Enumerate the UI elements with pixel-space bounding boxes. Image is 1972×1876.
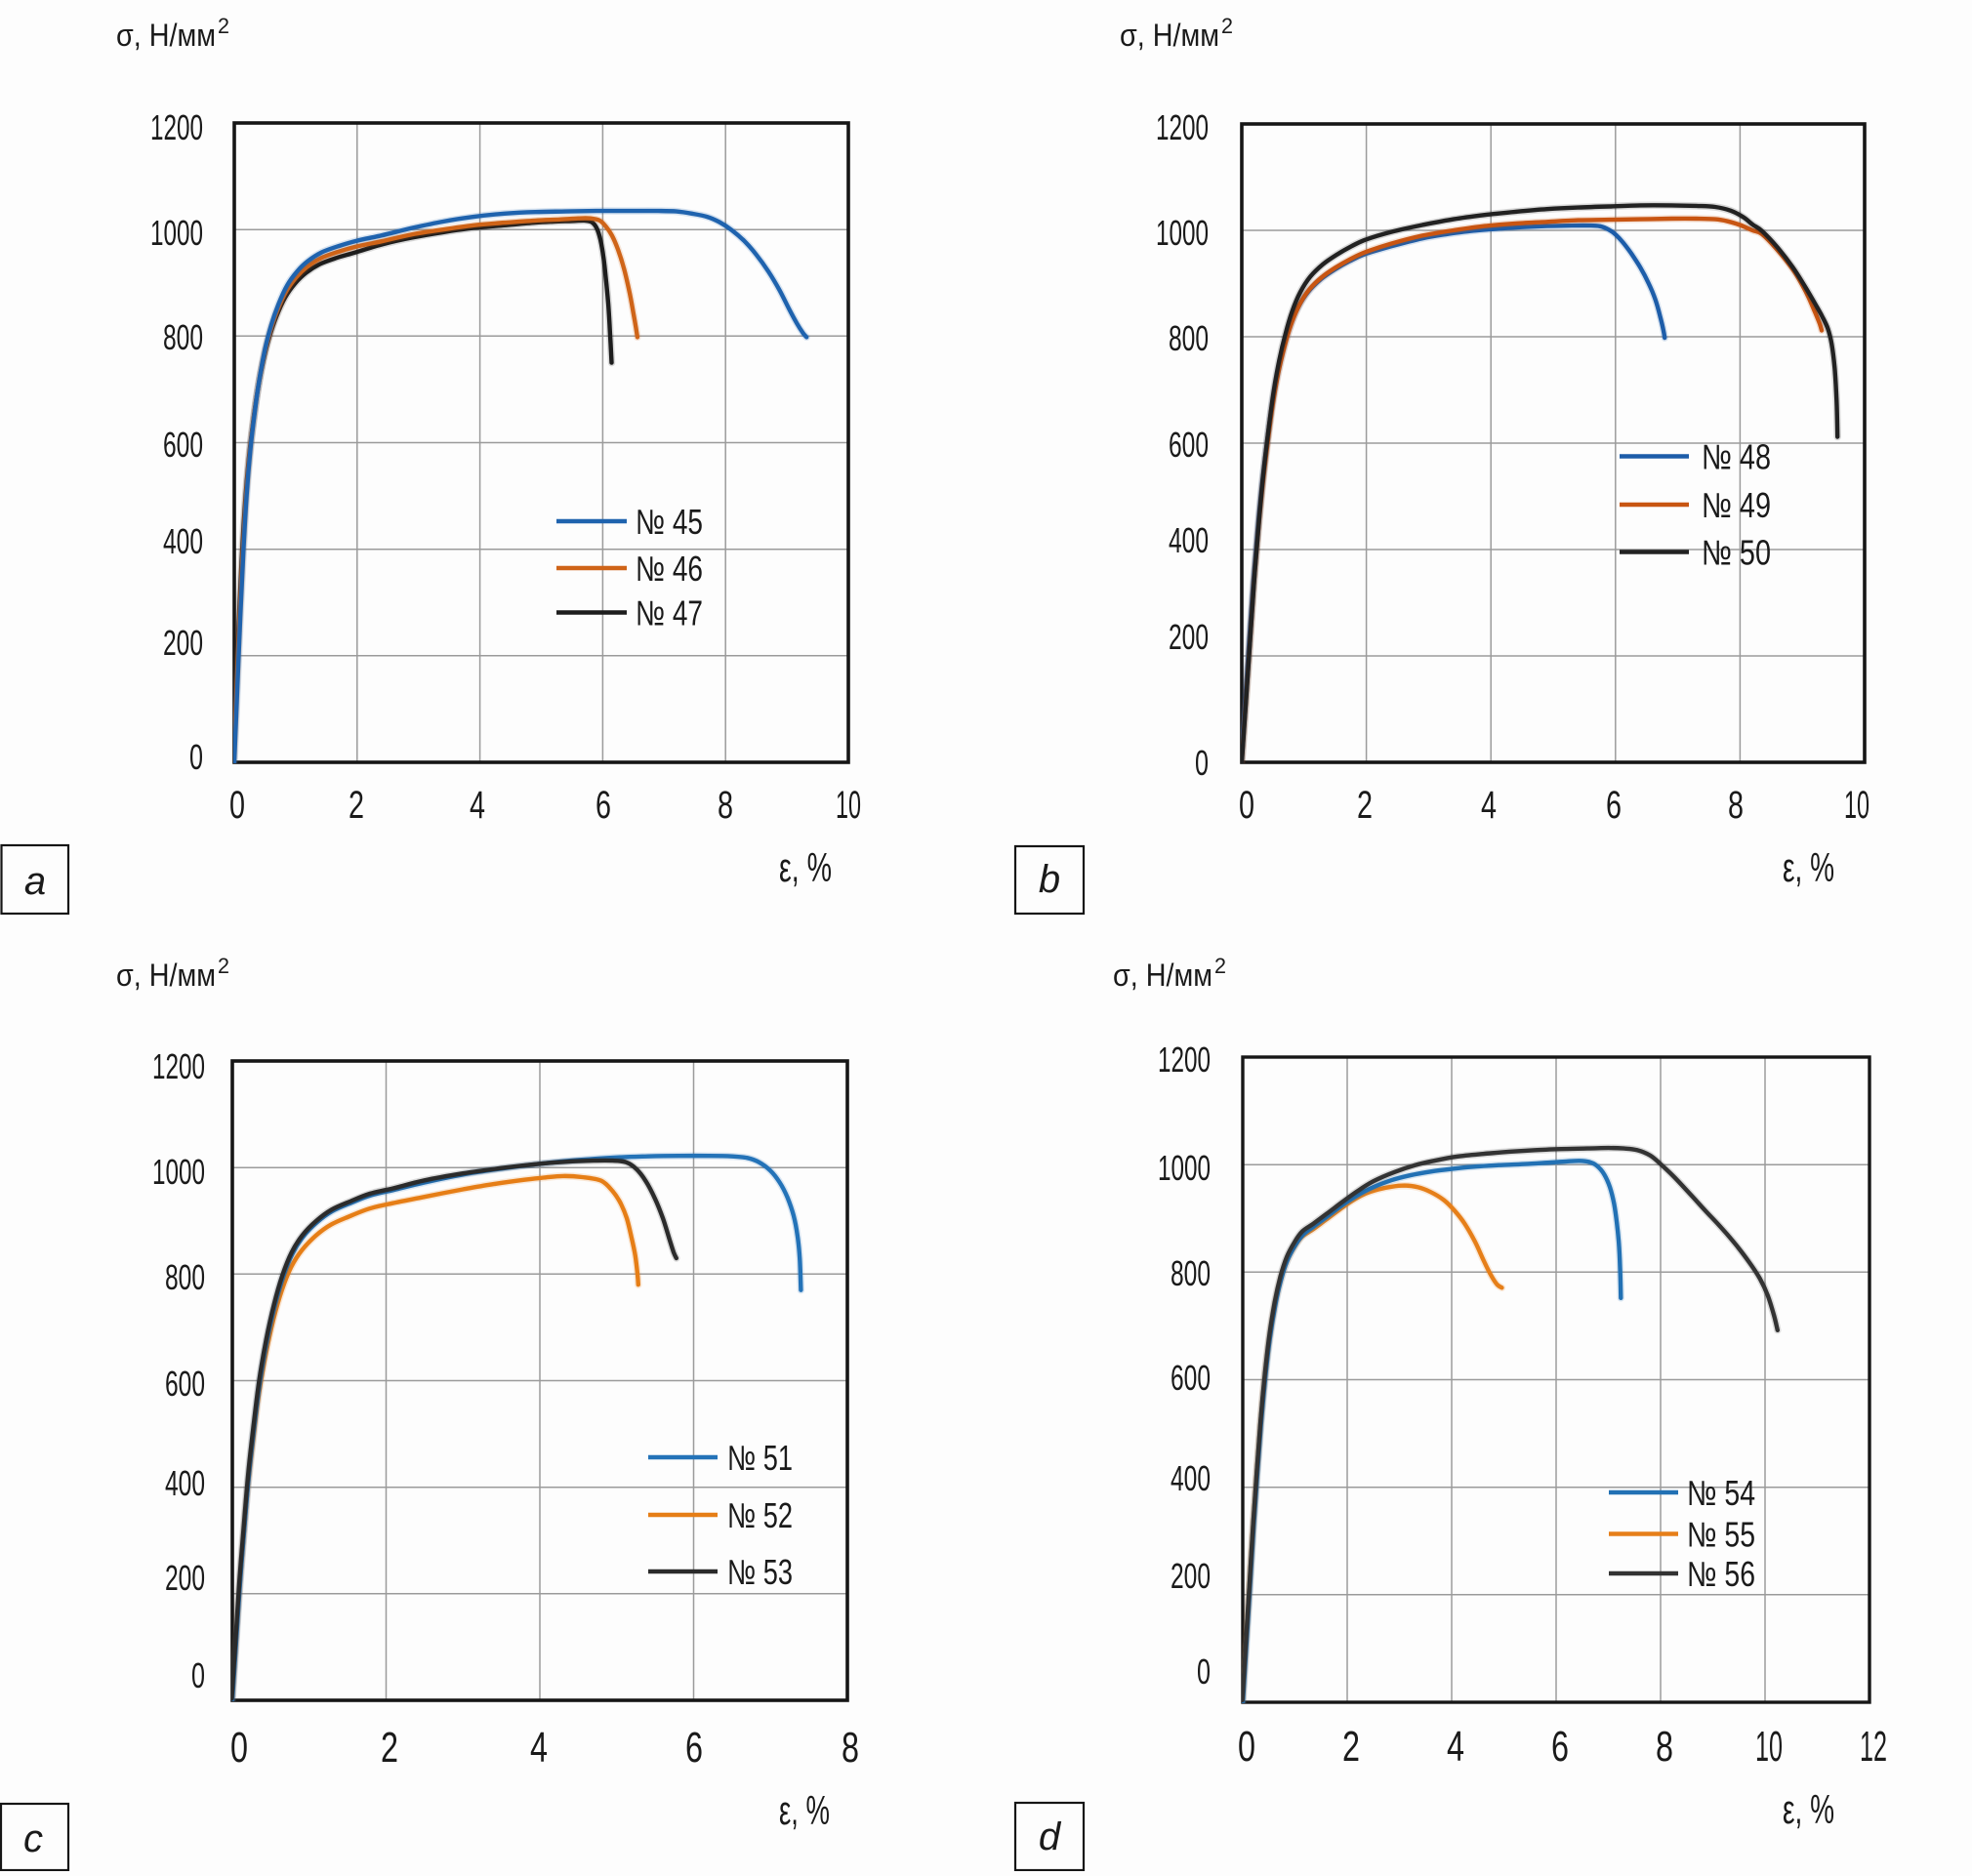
svg-text:ε, %: ε, %: [779, 1787, 830, 1833]
svg-text:0: 0: [1238, 1723, 1255, 1771]
svg-text:8: 8: [718, 784, 733, 827]
svg-text:№ 46: № 46: [636, 549, 703, 589]
svg-text:№ 50: № 50: [1702, 533, 1771, 573]
svg-text:σ, Н/мм: σ, Н/мм: [116, 18, 216, 53]
svg-text:400: 400: [163, 521, 203, 561]
svg-text:400: 400: [1171, 1458, 1211, 1498]
svg-text:c: c: [23, 1817, 43, 1860]
svg-text:600: 600: [165, 1364, 205, 1404]
svg-text:№ 48: № 48: [1702, 437, 1771, 477]
svg-text:2: 2: [1357, 784, 1373, 827]
svg-text:1200: 1200: [1156, 107, 1209, 147]
svg-text:ε, %: ε, %: [1783, 1786, 1834, 1832]
svg-text:ε, %: ε, %: [1783, 844, 1834, 890]
svg-text:8: 8: [842, 1724, 859, 1772]
svg-text:400: 400: [1169, 520, 1209, 560]
svg-text:600: 600: [1169, 425, 1209, 465]
svg-text:12: 12: [1860, 1723, 1887, 1771]
svg-text:2: 2: [218, 954, 229, 978]
svg-text:0: 0: [229, 784, 245, 827]
svg-text:1200: 1200: [150, 107, 203, 147]
svg-text:0: 0: [191, 1655, 205, 1695]
svg-text:4: 4: [530, 1724, 548, 1772]
svg-text:6: 6: [1606, 784, 1622, 827]
svg-text:№ 56: № 56: [1687, 1554, 1755, 1594]
svg-text:σ, Н/мм: σ, Н/мм: [1120, 18, 1219, 53]
svg-text:№ 51: № 51: [727, 1438, 793, 1478]
svg-text:4: 4: [470, 784, 485, 827]
svg-text:0: 0: [1197, 1652, 1211, 1692]
svg-text:800: 800: [1169, 318, 1209, 358]
svg-text:№ 55: № 55: [1687, 1515, 1755, 1555]
svg-text:№ 54: № 54: [1687, 1473, 1755, 1513]
svg-text:1000: 1000: [152, 1152, 205, 1192]
svg-text:200: 200: [1171, 1556, 1211, 1596]
svg-text:1200: 1200: [1158, 1040, 1211, 1080]
svg-text:1200: 1200: [152, 1046, 205, 1086]
svg-text:0: 0: [1195, 743, 1209, 783]
svg-text:ε, %: ε, %: [779, 844, 832, 890]
svg-text:№ 52: № 52: [727, 1495, 793, 1535]
svg-text:2: 2: [218, 14, 229, 38]
svg-text:600: 600: [163, 425, 203, 465]
svg-text:2: 2: [1342, 1723, 1360, 1771]
svg-text:2: 2: [349, 784, 364, 827]
svg-text:b: b: [1039, 858, 1060, 901]
svg-text:400: 400: [165, 1463, 205, 1503]
svg-text:№ 49: № 49: [1702, 485, 1771, 525]
svg-text:200: 200: [165, 1558, 205, 1598]
svg-text:a: a: [24, 860, 46, 903]
svg-text:6: 6: [685, 1724, 703, 1772]
svg-text:№ 45: № 45: [636, 502, 703, 542]
svg-text:№ 47: № 47: [636, 593, 703, 633]
svg-text:σ, Н/мм: σ, Н/мм: [116, 958, 216, 993]
svg-text:800: 800: [165, 1257, 205, 1297]
svg-text:d: d: [1039, 1815, 1062, 1858]
svg-text:2: 2: [381, 1724, 398, 1772]
svg-text:1000: 1000: [1156, 213, 1209, 253]
svg-text:10: 10: [1844, 784, 1869, 827]
svg-text:1000: 1000: [150, 213, 203, 253]
svg-text:σ, Н/мм: σ, Н/мм: [1113, 958, 1212, 993]
svg-text:200: 200: [1169, 617, 1209, 657]
svg-text:2: 2: [1214, 954, 1226, 978]
svg-text:4: 4: [1481, 784, 1497, 827]
svg-text:4: 4: [1447, 1723, 1464, 1771]
svg-text:8: 8: [1656, 1723, 1673, 1771]
svg-text:800: 800: [163, 317, 203, 357]
svg-text:№ 53: № 53: [727, 1552, 793, 1592]
svg-text:8: 8: [1728, 784, 1744, 827]
svg-text:10: 10: [1755, 1723, 1783, 1771]
svg-text:0: 0: [1239, 784, 1254, 827]
svg-text:0: 0: [230, 1724, 248, 1772]
svg-text:1000: 1000: [1158, 1148, 1211, 1188]
svg-text:2: 2: [1221, 14, 1233, 38]
svg-text:6: 6: [1551, 1723, 1569, 1771]
svg-text:0: 0: [189, 737, 203, 777]
svg-text:10: 10: [836, 784, 861, 827]
svg-text:800: 800: [1171, 1253, 1211, 1293]
svg-text:600: 600: [1171, 1358, 1211, 1398]
svg-text:200: 200: [163, 623, 203, 663]
svg-text:6: 6: [596, 784, 611, 827]
